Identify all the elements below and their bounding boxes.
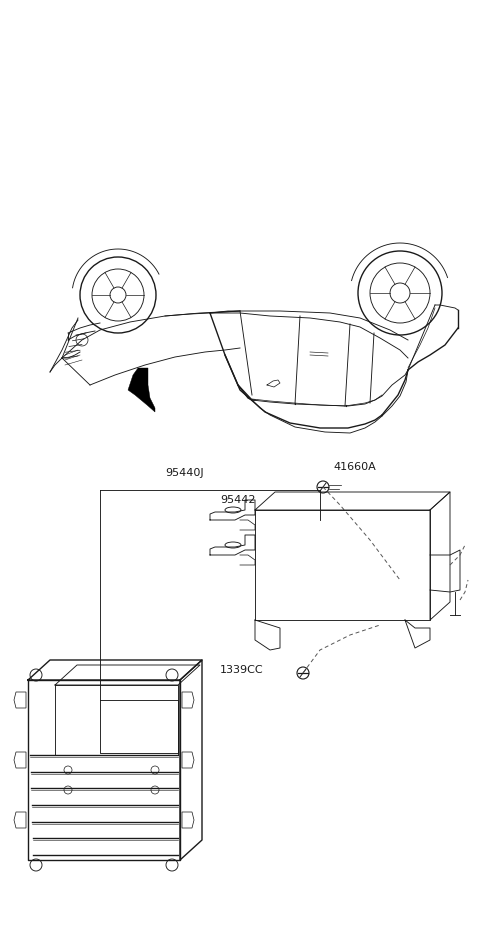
Text: 95442: 95442: [220, 495, 256, 505]
Text: 1339CC: 1339CC: [220, 665, 264, 675]
Polygon shape: [128, 368, 155, 412]
Text: 41660A: 41660A: [334, 462, 376, 472]
Text: 95440J: 95440J: [166, 468, 204, 478]
